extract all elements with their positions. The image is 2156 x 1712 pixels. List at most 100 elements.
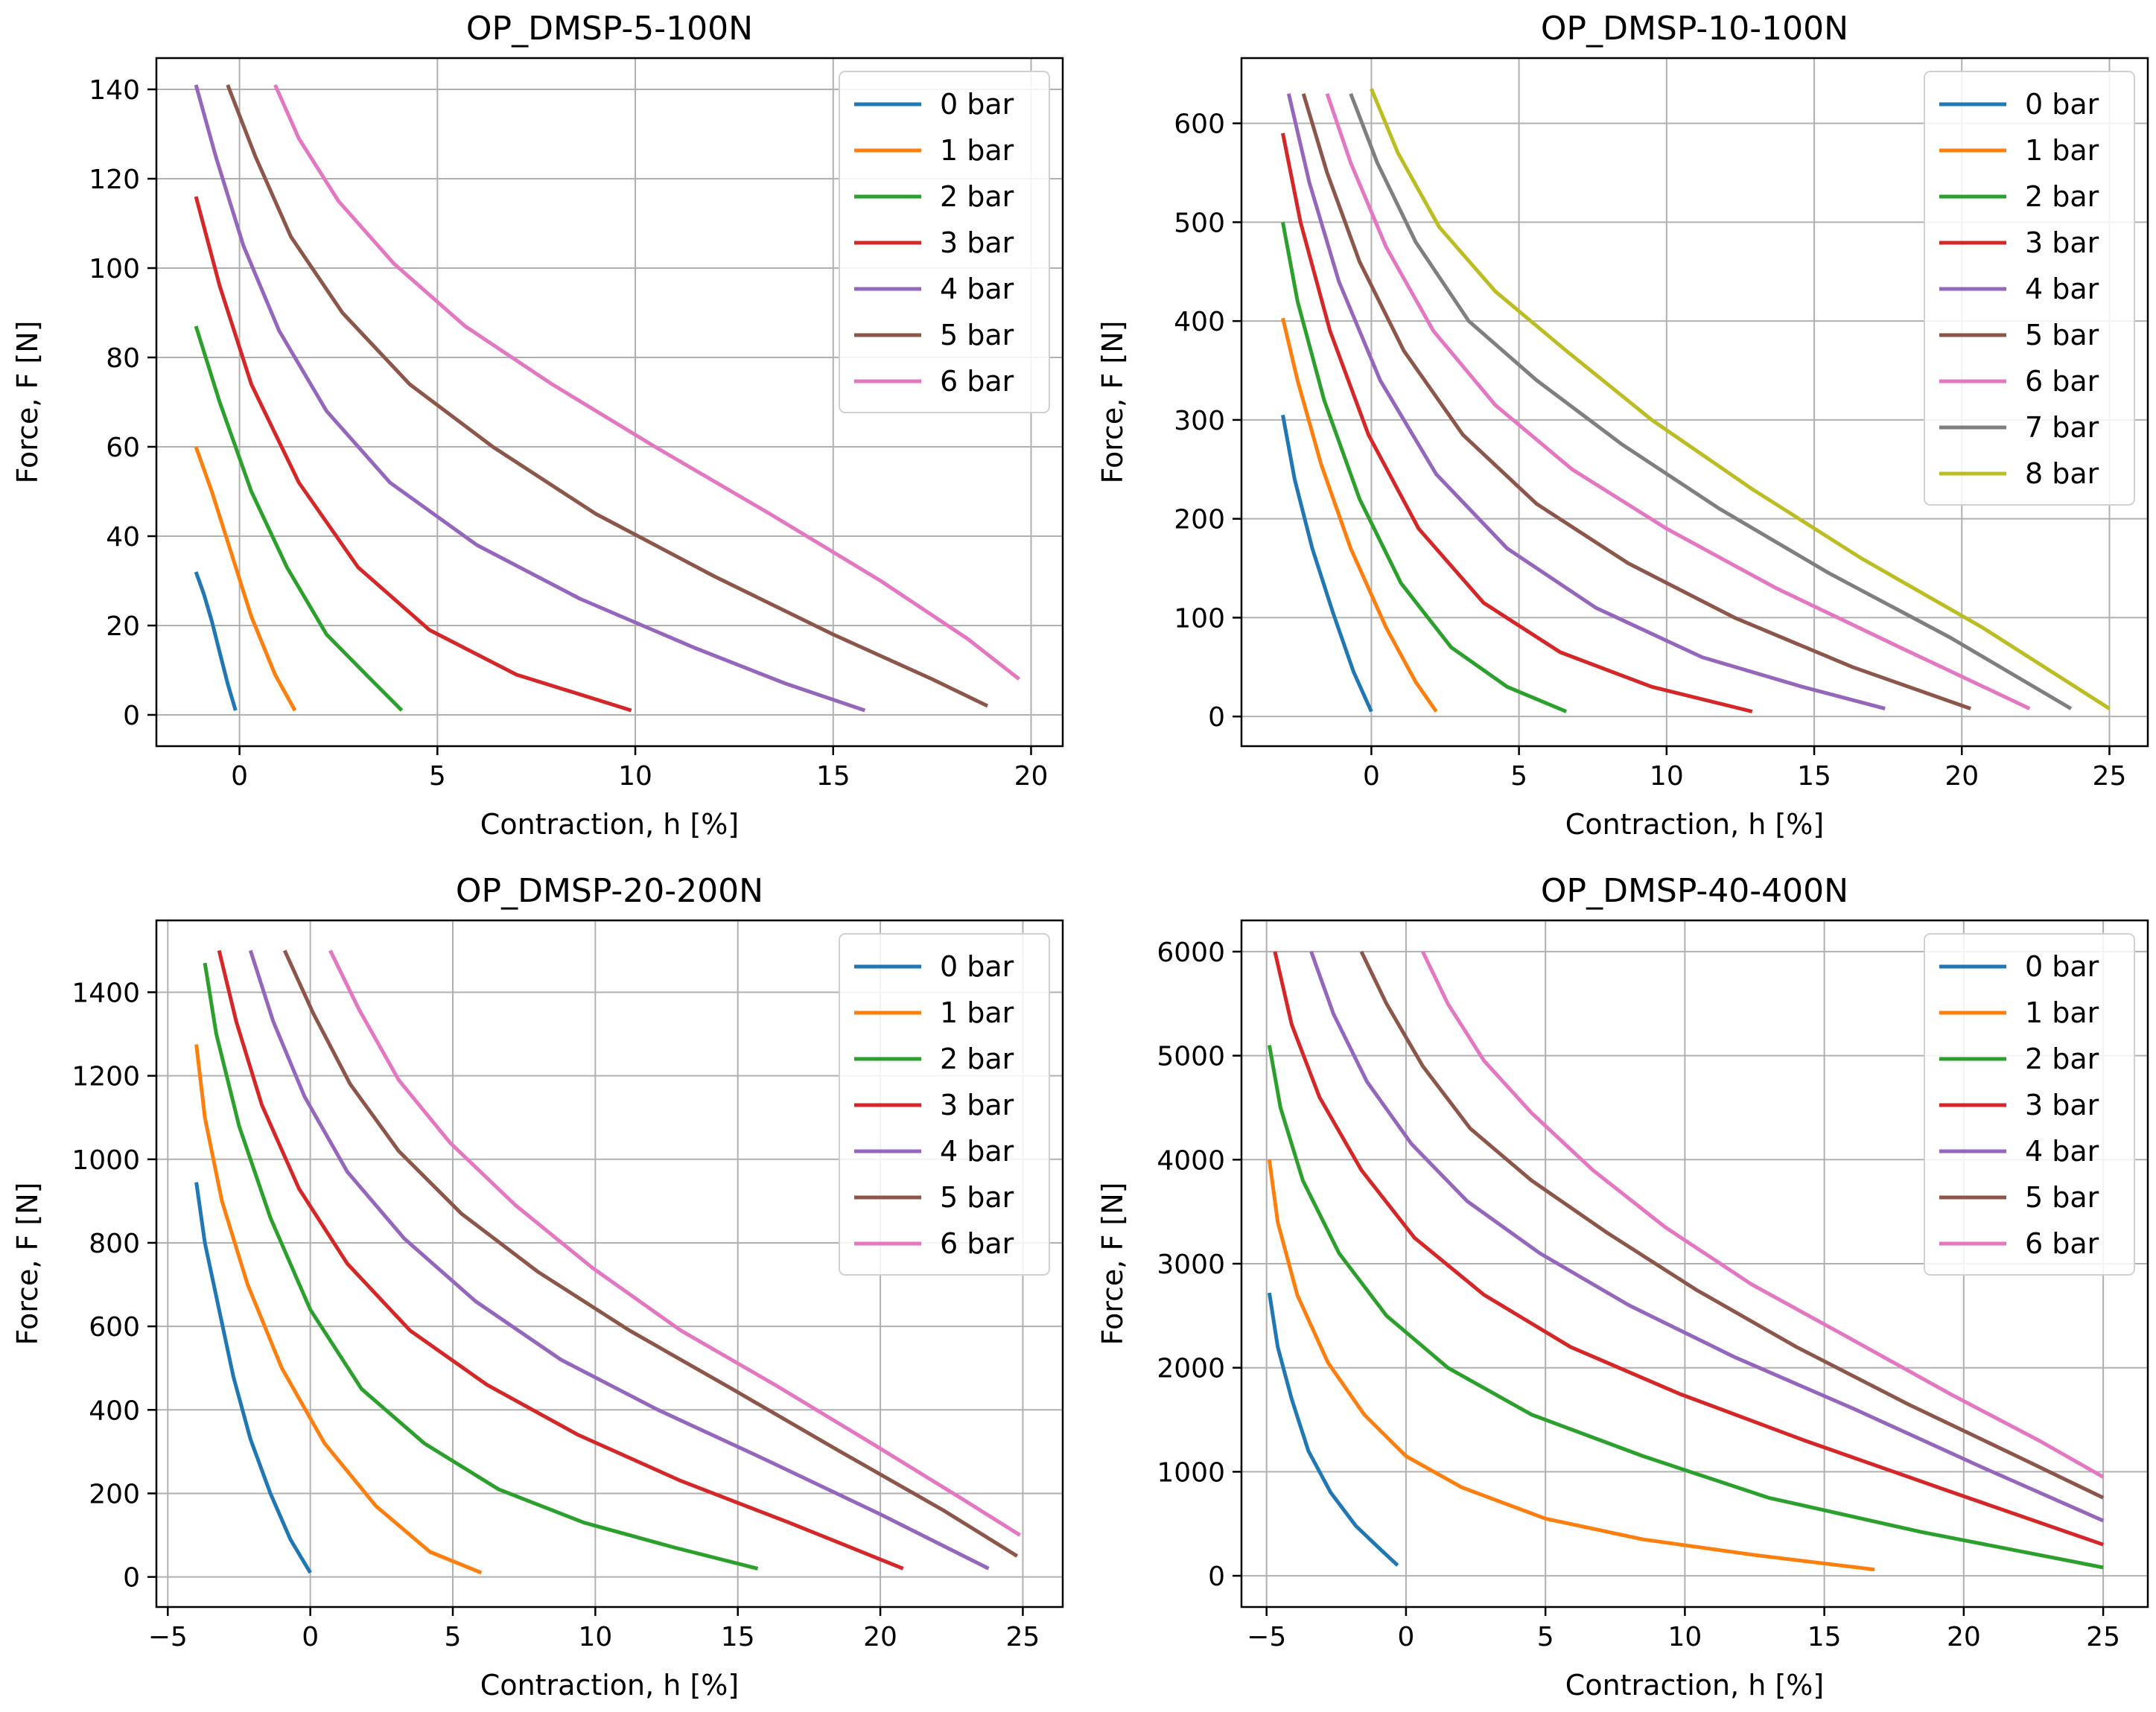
- x-axis-label-1: Contraction, h [%]: [1565, 808, 1824, 841]
- x-tick-label-0-2: 10: [618, 761, 652, 792]
- chart-panel-1: 0 5 10 15 20 25 0 100 200 300 400 500 600 OP_DMSP-10-…: [1096, 10, 2149, 841]
- y-tick-label-0-6: 120: [89, 165, 140, 195]
- legend-box-1: [1924, 71, 2135, 506]
- legend-label-0-5: 5 bar: [940, 319, 1014, 351]
- legend-label-2-4: 4 bar: [940, 1135, 1014, 1168]
- y-axis-label-1: Force, F [N]: [1096, 321, 1129, 484]
- series-line-3-2: [1267, 1045, 2104, 1570]
- legend-label-3-5: 5 bar: [2025, 1181, 2099, 1214]
- x-tick-label-2-5: 20: [863, 1622, 897, 1652]
- series-line-2-6: [328, 949, 1021, 1537]
- series-line-1-4: [1286, 93, 1886, 711]
- legend-label-1-1: 1 bar: [2025, 134, 2099, 167]
- y-tick-label-0-3: 60: [106, 433, 140, 463]
- series-line-3-4: [1309, 951, 2105, 1523]
- y-tick-label-1-6: 600: [1174, 109, 1225, 140]
- chart-title-0: OP_DMSP-5-100N: [466, 10, 753, 48]
- series-line-2-4: [248, 949, 990, 1571]
- series-line-2-1: [194, 1044, 483, 1575]
- legend-label-1-0: 0 bar: [2025, 88, 2099, 121]
- x-tick-label-1-5: 25: [2093, 761, 2127, 792]
- legend-label-2-1: 1 bar: [940, 996, 1014, 1029]
- y-tick-label-3-2: 2000: [1157, 1354, 1225, 1384]
- y-tick-label-0-0: 0: [123, 701, 140, 731]
- legend-label-1-8: 8 bar: [2025, 457, 2099, 490]
- legend-label-2-3: 3 bar: [940, 1089, 1014, 1121]
- x-tick-label-2-4: 15: [721, 1622, 755, 1652]
- series-line-2-0: [194, 1182, 312, 1574]
- legend-label-1-2: 2 bar: [2025, 180, 2099, 213]
- x-tick-label-1-3: 15: [1797, 761, 1831, 792]
- y-tick-label-2-7: 1400: [71, 978, 140, 1008]
- y-tick-label-3-1: 1000: [1157, 1457, 1225, 1488]
- x-tick-label-0-3: 15: [816, 761, 850, 792]
- legend-label-1-7: 7 bar: [2025, 411, 2099, 444]
- legend-label-0-1: 1 bar: [940, 134, 1014, 167]
- x-tick-label-1-4: 20: [1944, 761, 1979, 792]
- y-tick-label-0-5: 100: [89, 254, 140, 284]
- y-axis-label-2: Force, F [N]: [11, 1183, 44, 1346]
- legend-box-2: [839, 933, 1050, 1276]
- series-line-0-4: [194, 84, 866, 713]
- x-tick-label-3-4: 15: [1807, 1622, 1842, 1652]
- x-tick-label-1-2: 10: [1650, 761, 1684, 792]
- legend-label-3-3: 3 bar: [2025, 1089, 2099, 1121]
- x-axis-label-0: Contraction, h [%]: [480, 808, 739, 841]
- axes-frame-0: [155, 57, 1064, 748]
- legend-label-1-4: 4 bar: [2025, 273, 2099, 305]
- chart-title-3: OP_DMSP-40-400N: [1541, 872, 1848, 910]
- series-line-1-2: [1281, 221, 1568, 713]
- x-axis-label-3: Contraction, h [%]: [1565, 1669, 1824, 1702]
- y-tick-label-1-4: 400: [1174, 307, 1225, 337]
- y-tick-label-2-6: 1200: [71, 1062, 140, 1092]
- series-line-0-3: [194, 196, 632, 713]
- x-tick-label-3-0: −5: [1247, 1622, 1286, 1652]
- y-tick-label-3-6: 6000: [1157, 938, 1225, 968]
- y-tick-label-2-4: 800: [89, 1229, 140, 1259]
- legend-label-2-6: 6 bar: [940, 1227, 1014, 1260]
- legend-label-0-2: 2 bar: [940, 180, 1014, 213]
- chart-title-2: OP_DMSP-20-200N: [456, 872, 763, 910]
- chart-panel-3: −5 0 5 10 15 20 25 0 1000 2000 3000 4000 5000 6000 OP_…: [1096, 872, 2149, 1702]
- x-tick-label-2-3: 10: [578, 1622, 612, 1652]
- x-tick-label-0-0: 0: [231, 761, 248, 792]
- series-line-0-1: [194, 446, 297, 712]
- series-line-2-2: [203, 962, 759, 1571]
- y-tick-label-1-3: 300: [1174, 406, 1225, 436]
- x-tick-label-1-1: 5: [1510, 761, 1527, 792]
- legend-label-0-0: 0 bar: [940, 88, 1014, 121]
- x-axis-label-2: Contraction, h [%]: [480, 1669, 739, 1702]
- series-line-3-3: [1273, 951, 2104, 1547]
- legend-box-3: [1924, 933, 2135, 1276]
- axes-frame-1: [1240, 57, 2149, 748]
- chart-panel-2: −5 0 5 10 15 20 25 0 200 400 600 800 1000 1200 1400 OP_…: [11, 872, 1064, 1702]
- series-line-3-6: [1421, 950, 2105, 1479]
- series-line-1-3: [1281, 133, 1753, 713]
- legend-label-3-4: 4 bar: [2025, 1135, 2099, 1168]
- y-tick-label-2-0: 0: [123, 1563, 140, 1594]
- y-tick-label-0-2: 40: [106, 522, 140, 553]
- legend-label-3-2: 2 bar: [2025, 1043, 2099, 1075]
- legend-label-0-6: 6 bar: [940, 365, 1014, 398]
- y-tick-label-1-1: 100: [1174, 603, 1225, 634]
- y-tick-label-2-3: 600: [89, 1312, 140, 1343]
- chart-panel-0: 0 5 10 15 20 0 20 40 60 80 100 120 140 OP_DMSP-5-100N…: [11, 10, 1064, 841]
- y-tick-label-1-0: 0: [1208, 702, 1225, 733]
- series-line-0-0: [194, 571, 238, 711]
- series-line-1-5: [1301, 93, 1971, 710]
- y-tick-label-2-2: 400: [89, 1396, 140, 1426]
- x-tick-label-0-1: 5: [429, 761, 446, 792]
- x-tick-label-2-6: 25: [1006, 1622, 1040, 1652]
- y-axis-label-0: Force, F [N]: [11, 321, 44, 484]
- x-tick-label-1-0: 0: [1363, 761, 1380, 792]
- legend-label-1-5: 5 bar: [2025, 319, 2099, 351]
- legend-label-2-2: 2 bar: [940, 1043, 1014, 1075]
- series-line-0-6: [273, 83, 1021, 681]
- legend-label-3-1: 1 bar: [2025, 996, 2099, 1029]
- legend-label-2-5: 5 bar: [940, 1181, 1014, 1214]
- x-tick-label-3-3: 10: [1667, 1622, 1702, 1652]
- series-line-1-0: [1281, 414, 1373, 713]
- y-tick-label-1-5: 500: [1174, 208, 1225, 238]
- series-line-2-3: [217, 949, 904, 1571]
